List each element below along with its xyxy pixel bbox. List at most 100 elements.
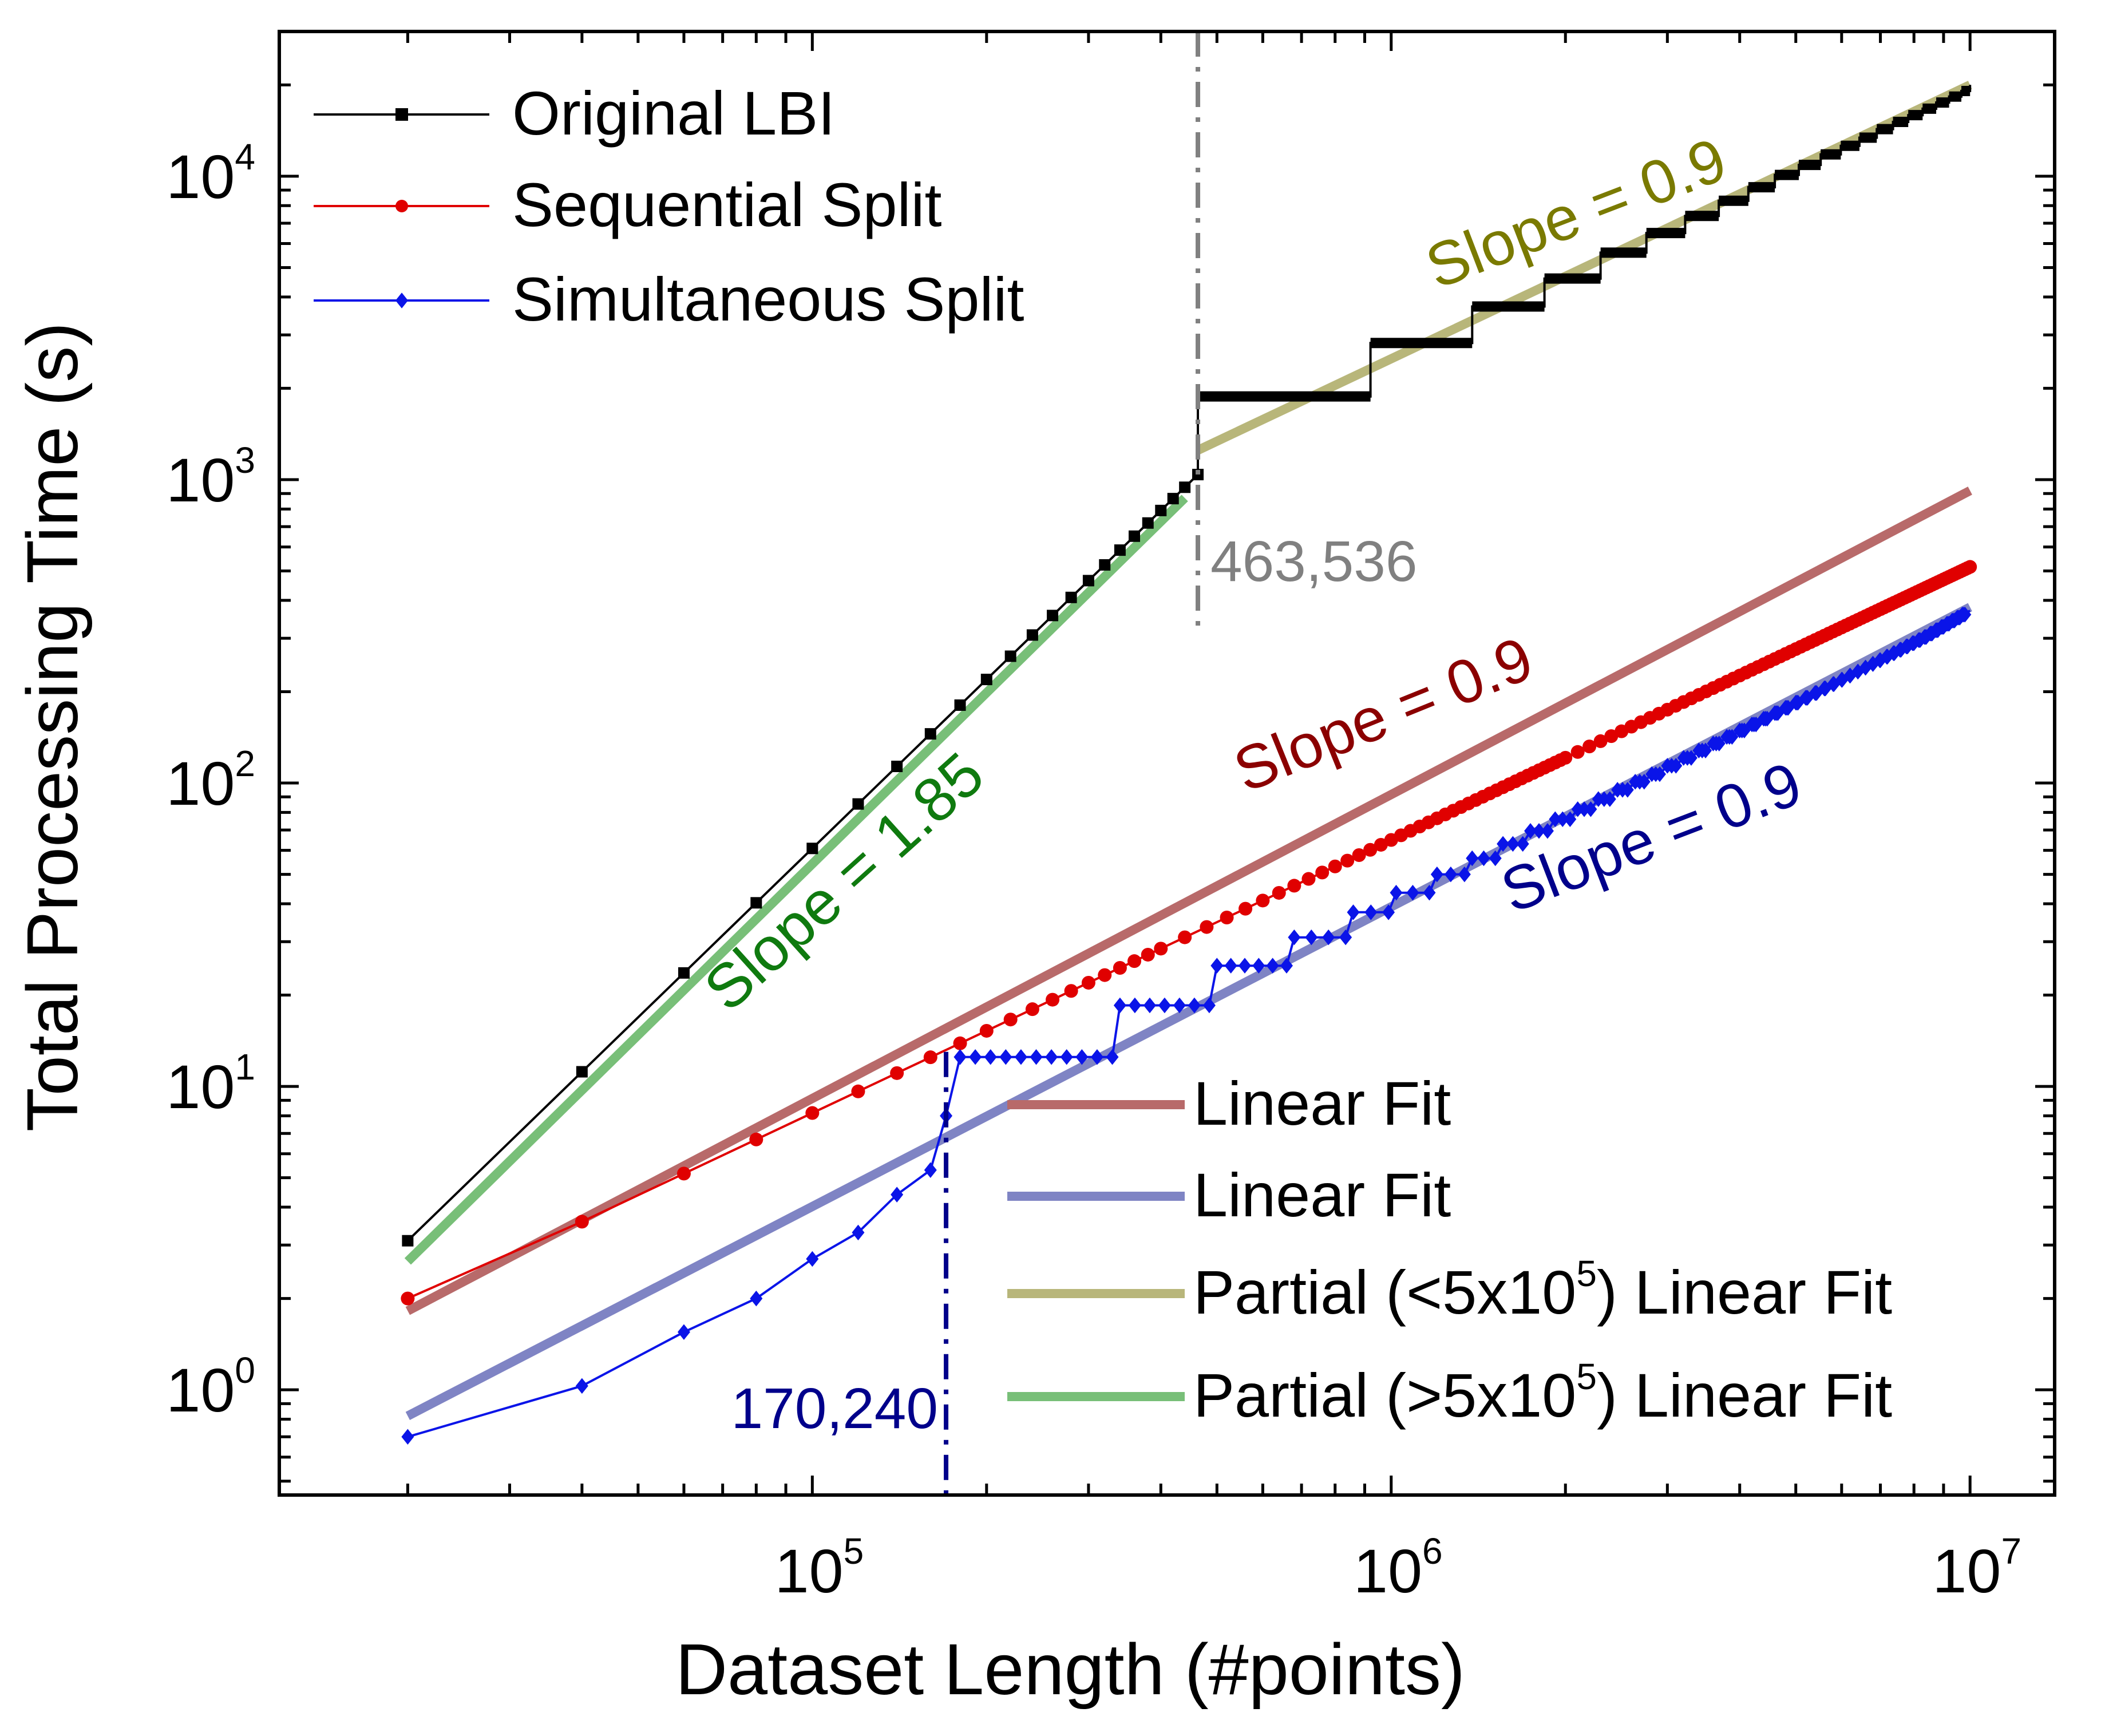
series-sequential-point xyxy=(575,1215,589,1229)
legend-marker-simultaneous xyxy=(395,292,408,309)
series-original-point xyxy=(1065,591,1077,603)
series-simultaneous-point xyxy=(401,1429,414,1445)
series-simultaneous-point xyxy=(1506,836,1520,852)
plot-frame xyxy=(278,30,2056,1497)
x-tick-label: 105 xyxy=(774,1531,864,1605)
series-original-point xyxy=(1155,504,1167,516)
series-simultaneous-point xyxy=(1637,774,1651,790)
y-tick-label: 100 xyxy=(166,1350,255,1425)
series-simultaneous-point xyxy=(1238,958,1251,974)
series-sequential-point xyxy=(1064,984,1078,998)
series-original-point xyxy=(891,760,903,772)
series-simultaneous-point xyxy=(1466,850,1479,867)
series-sequential-point xyxy=(1025,1002,1039,1017)
legend-fit-label-fit_partial_high: Partial (<5x105) Linear Fit xyxy=(1193,1253,1892,1327)
series-simultaneous-point xyxy=(1014,1049,1027,1065)
series-original-point xyxy=(1047,610,1059,622)
series-sequential-point xyxy=(805,1106,820,1120)
series-sequential-point xyxy=(953,1036,967,1050)
series-original-point xyxy=(1004,650,1016,662)
series-simultaneous-point xyxy=(891,1187,904,1203)
series-simultaneous-point xyxy=(1956,607,1969,623)
series-simultaneous-point xyxy=(1669,758,1683,774)
series-sequential-point xyxy=(1604,729,1619,744)
series-simultaneous-point xyxy=(1045,1049,1058,1065)
legend-fit-label-fit_partial_low: Partial (>5x105) Linear Fit xyxy=(1193,1356,1892,1430)
series-simultaneous-point xyxy=(1322,929,1335,946)
series-simultaneous-point xyxy=(1458,866,1471,883)
series-simultaneous-point xyxy=(1541,823,1554,839)
series-simultaneous-point xyxy=(1533,823,1546,839)
series-simultaneous-point xyxy=(984,1049,997,1065)
series-simultaneous-point xyxy=(1444,866,1457,883)
vline-label-original: 463,536 xyxy=(1210,529,1417,594)
series-sequential-point xyxy=(1272,885,1286,900)
series-simultaneous-point xyxy=(1564,811,1577,827)
series-original-point xyxy=(852,798,864,810)
series-sequential-point xyxy=(1363,843,1378,857)
series-simultaneous-point xyxy=(1202,997,1216,1014)
legend-marker-sequential xyxy=(395,200,408,212)
series-original-point xyxy=(954,699,966,711)
series-sequential-point xyxy=(851,1084,865,1098)
series-original-point xyxy=(1167,493,1179,505)
series-simultaneous-point xyxy=(1684,750,1698,766)
series-original-point xyxy=(806,843,818,855)
series-sequential-point xyxy=(749,1132,763,1146)
series-simultaneous-point xyxy=(1143,997,1156,1014)
series-sequential-point xyxy=(1081,975,1095,990)
series-simultaneous-point xyxy=(1477,850,1490,867)
series-sequential-point xyxy=(923,1050,937,1065)
x-tick-label: 106 xyxy=(1354,1531,1443,1605)
series-simultaneous-point xyxy=(1497,836,1510,852)
series-simultaneous-point xyxy=(1305,929,1318,946)
series-original-point xyxy=(980,674,992,686)
series-simultaneous-point xyxy=(1266,958,1279,974)
series-simultaneous-point xyxy=(1726,729,1739,745)
series-sequential-point xyxy=(1374,837,1388,852)
series-original-point xyxy=(576,1066,588,1078)
series-simultaneous-point xyxy=(1712,735,1726,752)
series-simultaneous-point xyxy=(1113,997,1126,1014)
legend-label-simultaneous: Simultaneous Split xyxy=(512,264,1024,334)
y-axis-title: Total Processing Time (s) xyxy=(12,322,93,1132)
y-tick-label: 104 xyxy=(166,136,255,211)
series-simultaneous-point xyxy=(1578,801,1591,817)
x-tick-label: 107 xyxy=(1932,1531,2021,1605)
series-sequential-point xyxy=(1593,734,1608,748)
series-simultaneous-point xyxy=(1339,929,1352,946)
series-sequential-point xyxy=(1340,853,1355,868)
series-original-point xyxy=(1179,481,1191,493)
series-sequential-point xyxy=(676,1166,691,1181)
series-sequential-point xyxy=(1046,992,1060,1007)
series-sequential-point xyxy=(1220,910,1234,924)
series-simultaneous-point xyxy=(1423,884,1436,901)
series-simultaneous-point xyxy=(1158,997,1171,1014)
series-simultaneous-point xyxy=(1030,1049,1043,1065)
series-sequential-point xyxy=(1256,893,1270,908)
series-sequential-point xyxy=(401,1291,415,1306)
series-sequential-point xyxy=(1963,560,1977,574)
series-simultaneous-point xyxy=(1549,811,1562,827)
series-original-point xyxy=(402,1235,414,1247)
fit-line-fit_partial_low xyxy=(404,495,1188,1265)
series-simultaneous-point xyxy=(1556,811,1569,827)
series-simultaneous-point xyxy=(1060,1049,1073,1065)
series-original-point xyxy=(1129,530,1141,542)
series-original-point xyxy=(678,967,690,979)
series-simultaneous-point xyxy=(806,1251,819,1267)
series-simultaneous-point xyxy=(1621,782,1634,798)
series-original-point xyxy=(1082,575,1094,587)
legend-marker-original xyxy=(395,108,408,121)
series-simultaneous-point xyxy=(1090,1049,1103,1065)
series-sequential-point xyxy=(1301,872,1316,886)
series-simultaneous-point xyxy=(1516,836,1529,852)
series-simultaneous-point xyxy=(999,1049,1012,1065)
series-sequential-point xyxy=(1558,750,1573,765)
series-simultaneous-point xyxy=(677,1324,690,1340)
series-sequential-point xyxy=(1003,1013,1018,1027)
series-sequential-point xyxy=(979,1023,994,1038)
series-original-point xyxy=(1114,544,1126,556)
series-simultaneous-point xyxy=(1128,997,1141,1014)
